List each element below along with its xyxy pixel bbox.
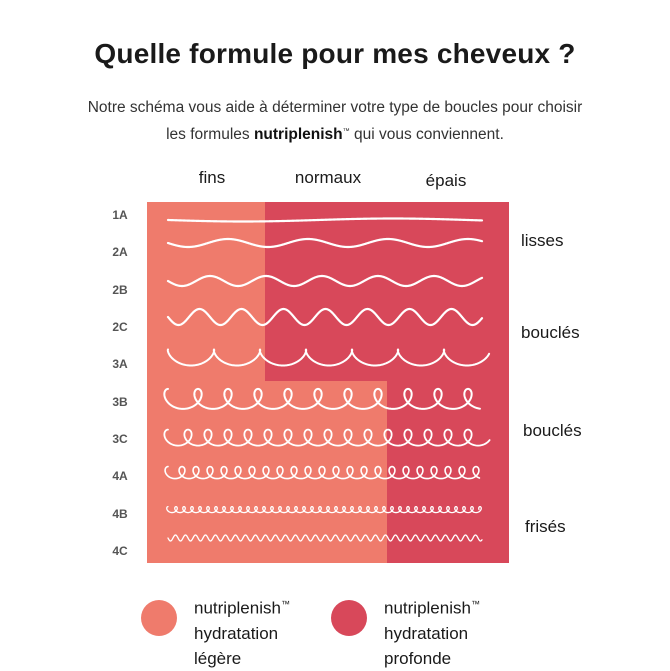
- legend-line2: hydratation: [384, 623, 469, 643]
- trademark: ™: [280, 599, 290, 609]
- row-label: 4C: [112, 544, 128, 558]
- legend-line3: profonde: [384, 648, 452, 668]
- hair-wave-line: [166, 307, 484, 327]
- legend-line3: légère: [194, 648, 242, 668]
- row-label: 2C: [112, 320, 128, 334]
- row-label: 3B: [112, 395, 128, 409]
- row-label: 3C: [112, 432, 128, 446]
- trademark: ™: [470, 599, 480, 609]
- row-label: 2B: [112, 283, 128, 297]
- column-label-epais: épais: [425, 171, 467, 190]
- hair-wave-line: [163, 428, 491, 447]
- brand-name: nutriplenish: [253, 126, 343, 144]
- subtitle-line2-after: qui vous conviennent.: [349, 126, 504, 144]
- column-label-normaux: normaux: [294, 168, 362, 187]
- row-label: 3A: [112, 357, 128, 371]
- category-label-boucles-2: bouclés: [523, 421, 582, 440]
- legend-swatch-deep: [331, 600, 367, 636]
- category-label-lisses: lisses: [521, 231, 564, 250]
- deep-hydration-zone: [265, 202, 509, 563]
- hair-wave-line: [166, 217, 484, 223]
- legend-item-light: nutriplenish™ hydratation légère: [194, 592, 290, 671]
- hair-wave-line: [166, 348, 491, 367]
- row-label: 2A: [112, 245, 128, 259]
- trademark: ™: [342, 128, 350, 135]
- category-label-boucles: bouclés: [521, 323, 580, 342]
- subtitle-line1: Notre schéma vous aide à déterminer votr…: [87, 99, 583, 116]
- hair-wave-lines: [163, 217, 491, 542]
- row-label: 1A: [112, 208, 128, 222]
- subtitle: Notre schéma vous aide à déterminer votr…: [40, 96, 630, 147]
- legend-item-deep: nutriplenish™ hydratation profonde: [384, 592, 480, 671]
- row-label: 4A: [112, 469, 128, 483]
- hair-wave-line: [166, 237, 484, 249]
- category-label-frises: frisés: [525, 517, 566, 536]
- legend-line2: hydratation: [194, 623, 279, 643]
- hair-wave-line: [164, 465, 481, 480]
- page-title: Quelle formule pour mes cheveux ?: [94, 38, 576, 69]
- hair-wave-line: [167, 534, 483, 542]
- legend-swatch-light: [141, 600, 177, 636]
- hair-wave-line: [163, 387, 481, 410]
- row-label: 4B: [112, 507, 128, 521]
- hair-wave-line: [166, 274, 484, 288]
- hair-wave-line: [166, 505, 482, 514]
- column-label-fins: fins: [198, 168, 226, 187]
- legend-brand: nutriplenish: [384, 598, 471, 618]
- legend-brand: nutriplenish: [194, 598, 281, 618]
- subtitle-line2-before: les formules: [166, 126, 254, 144]
